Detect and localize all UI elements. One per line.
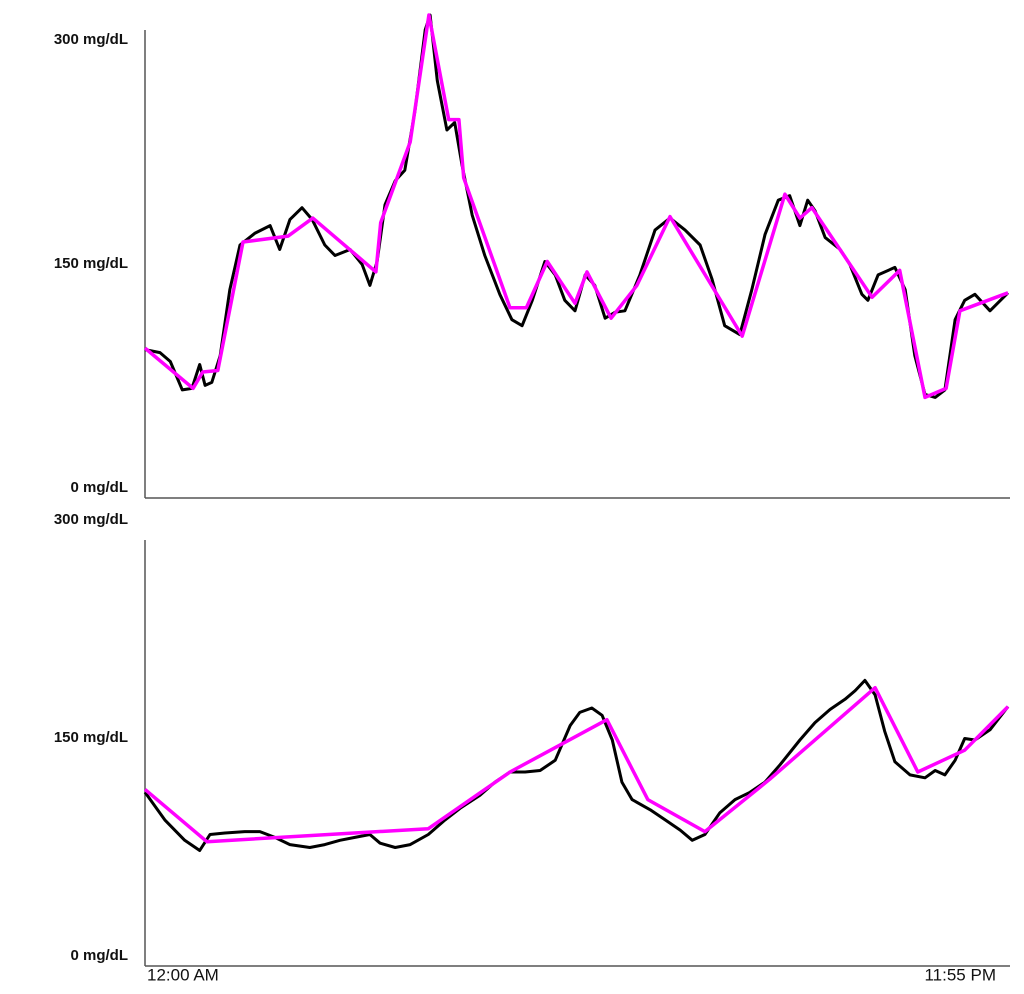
y-tick-label: 150 mg/dL [54,255,128,272]
y-tick-label: 150 mg/dL [54,729,128,746]
y-tick-label: 0 mg/dL [70,947,128,964]
x-tick-label: 12:00 AM [147,965,219,984]
series-line [143,685,1010,844]
series-line [143,13,1009,400]
x-tick-label: 11:55 PM [924,965,996,984]
y-tick-label: 300 mg/dL [54,31,128,48]
y-tick-label: 0 mg/dL [70,479,128,496]
series-line [144,13,1010,399]
y-tick-label: 300 mg/dL [54,511,128,528]
series-line [143,678,1010,852]
